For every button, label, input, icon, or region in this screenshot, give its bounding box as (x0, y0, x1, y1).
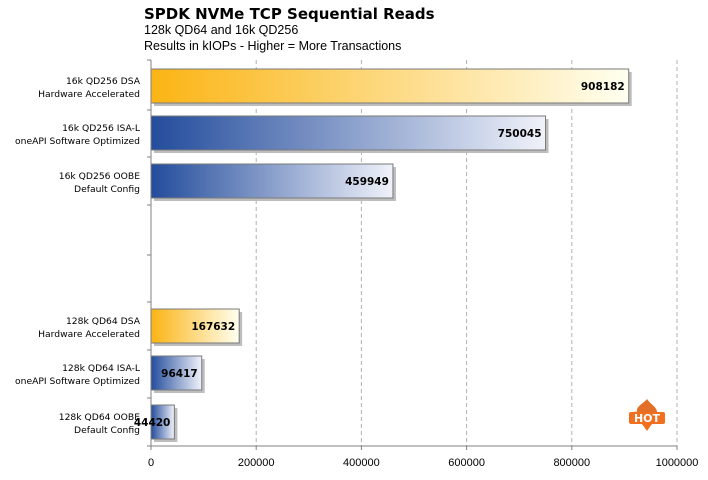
hot-logo-text: HOT (634, 412, 661, 425)
category-label-line: 16k QD256 OOBE (59, 171, 140, 182)
bar (150, 115, 547, 151)
category-label-line: Hardware Accelerated (38, 89, 140, 100)
category-label-line: Default Config (74, 425, 140, 436)
category-label: 16k QD256 DSA Hardware Accelerated (38, 76, 141, 100)
category-label-line: 128k QD64 OOBE (59, 412, 140, 423)
category-label-line: oneAPI Software Optimized (15, 136, 140, 147)
category-label-line: Hardware Accelerated (38, 329, 140, 340)
bar-value-label: 908182 (581, 81, 625, 93)
hot-logo-icon: HOT (629, 399, 665, 431)
category-label-line: oneAPI Software Optimized (15, 376, 140, 387)
bar (150, 163, 394, 199)
x-tick-label: 800000 (553, 457, 590, 469)
category-label-line: 16k QD256 ISA-L (62, 123, 141, 134)
bar (150, 308, 240, 344)
bar (150, 355, 203, 391)
axes (147, 59, 678, 450)
category-label-line: Default Config (74, 184, 140, 195)
x-tick-label: 0 (148, 457, 154, 469)
labels: 0 200000 400000 600000 800000 1000000 908182 16… (15, 76, 698, 469)
bar (150, 68, 630, 104)
category-label: 128k QD64 ISA-L oneAPI Software Optimized (15, 363, 141, 387)
bar-value-label: 750045 (498, 128, 542, 140)
bar-value-label: 44420 (134, 417, 171, 429)
category-label: 128k QD64 DSA Hardware Accelerated (38, 316, 141, 340)
category-label-line: 128k QD64 DSA (66, 316, 141, 327)
bars (150, 68, 632, 442)
category-label-line: 16k QD256 DSA (66, 76, 141, 87)
chart-subtitle-line-2: Results in kIOPs - Higher = More Transac… (144, 39, 402, 53)
chart-subtitle-line-1: 128k QD64 and 16k QD256 (144, 23, 299, 37)
bar-value-label: 167632 (191, 321, 235, 333)
bar-value-label: 459949 (345, 176, 389, 188)
category-label: 16k QD256 OOBE Default Config (59, 171, 140, 195)
chart-title: SPDK NVMe TCP Sequential Reads (144, 5, 435, 23)
x-tick-label: 1000000 (656, 457, 699, 469)
category-label: 128k QD64 OOBE Default Config (59, 412, 140, 436)
bar-value-label: 96417 (161, 368, 198, 380)
x-tick-label: 200000 (238, 457, 275, 469)
category-label-line: 128k QD64 ISA-L (62, 363, 141, 374)
x-tick-label: 600000 (448, 457, 485, 469)
category-label: 16k QD256 ISA-L oneAPI Software Optimized (15, 123, 141, 147)
x-tick-label: 400000 (343, 457, 380, 469)
